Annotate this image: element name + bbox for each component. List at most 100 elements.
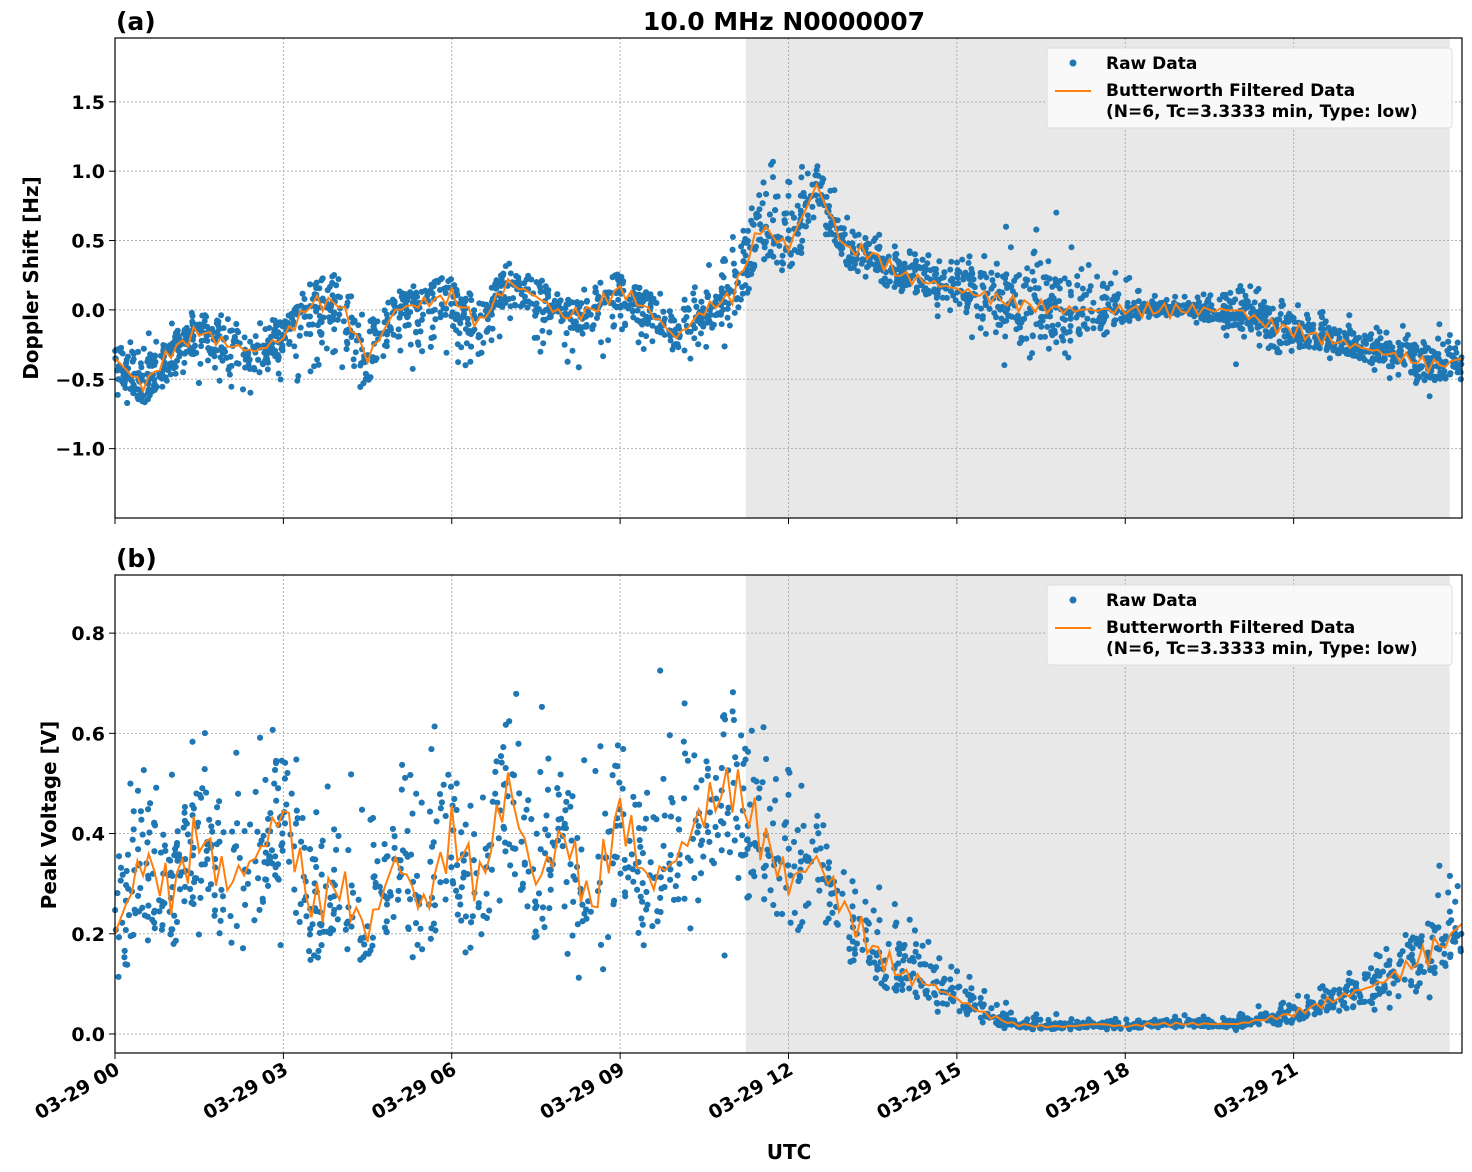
raw-data-point [1081,323,1088,329]
raw-data-point [760,179,767,186]
raw-data-point [794,202,801,209]
raw-data-point [1420,339,1427,345]
raw-data-point [661,812,668,819]
raw-data-point [429,283,436,290]
raw-data-point [137,360,144,367]
raw-data-point [264,350,271,357]
raw-data-point [256,369,263,376]
raw-data-point [729,246,736,253]
raw-data-point [605,289,612,296]
raw-data-point [1351,348,1358,354]
raw-data-point [331,326,338,333]
raw-data-point [198,322,205,329]
raw-data-point [1068,1016,1075,1023]
legend-raw-label: Raw Data [1106,54,1197,74]
raw-data-point [521,293,528,300]
raw-data-point [163,377,170,384]
raw-data-point [1350,330,1357,337]
raw-data-point [949,277,956,284]
raw-data-point [1065,354,1072,361]
raw-data-point [1379,342,1386,349]
raw-data-point [753,214,760,221]
raw-data-point [414,293,420,300]
raw-data-point [849,228,856,235]
raw-data-point [460,857,467,864]
raw-data-point [634,307,641,314]
raw-data-point [1000,318,1007,325]
raw-data-point [254,342,261,349]
raw-data-point [475,334,482,341]
raw-data-point [726,322,733,329]
raw-data-point [275,354,282,361]
raw-data-point [840,225,847,232]
raw-data-point [1097,325,1104,332]
raw-data-point [1023,335,1030,342]
raw-data-point [939,294,946,301]
raw-data-point [187,345,194,352]
raw-data-point [151,362,158,368]
raw-data-point [742,239,749,246]
raw-data-point [1029,332,1036,339]
raw-data-point [745,227,751,234]
raw-data-point [1053,339,1060,346]
raw-data-point [1008,313,1015,320]
raw-data-point [626,296,633,303]
raw-data-point [533,300,540,307]
raw-data-point [594,315,600,321]
raw-data-point [844,214,851,221]
raw-data-point [934,313,941,320]
raw-data-point [1417,365,1423,372]
raw-data-point [676,826,683,833]
raw-data-point [299,290,306,297]
raw-data-point [1066,328,1073,335]
raw-data-point [1421,377,1428,384]
raw-data-point [974,313,981,320]
raw-data-point [997,306,1004,313]
raw-data-point [756,192,763,199]
raw-data-point [220,829,227,836]
raw-data-point [724,305,731,312]
x-axis-label: UTC [767,1140,812,1164]
raw-data-point [281,323,288,330]
raw-data-point [229,327,236,334]
raw-data-point [227,353,234,360]
raw-data-point [1338,343,1345,350]
raw-data-point [980,270,987,277]
raw-data-point [598,339,604,346]
y-tick-label: −0.5 [55,369,105,391]
raw-data-point [189,313,196,319]
raw-data-point [583,298,590,305]
raw-data-point [1233,361,1239,368]
raw-data-point [660,308,667,315]
raw-data-point [799,237,806,244]
raw-data-point [547,313,554,320]
raw-data-point [1032,285,1039,291]
raw-data-point [1372,356,1379,363]
raw-data-point [795,249,802,255]
raw-data-point [428,335,435,341]
raw-data-point [1408,342,1414,349]
raw-data-point [443,305,450,312]
raw-data-point [693,303,700,310]
raw-data-point [720,274,727,281]
raw-data-point [834,242,841,249]
raw-data-point [391,844,398,851]
raw-data-point [291,343,298,350]
raw-data-point [681,317,688,324]
raw-data-point [1031,277,1038,284]
panel-b: 0.80.60.40.20.003-29 00 03-29 03 03-29 06 0… [31,574,1465,1124]
raw-data-point [453,286,460,293]
raw-data-point [1002,308,1009,315]
raw-data-point [1011,277,1018,284]
raw-data-point [203,332,210,339]
raw-data-point [1194,294,1201,301]
raw-data-point [1090,299,1097,306]
raw-data-point [1435,335,1442,342]
raw-data-point [1281,327,1287,334]
raw-data-point [851,946,858,953]
raw-data-point [1288,347,1295,354]
raw-data-point [1343,350,1350,357]
raw-data-point [776,242,783,249]
raw-data-point [619,326,625,333]
raw-data-point [1135,298,1142,305]
